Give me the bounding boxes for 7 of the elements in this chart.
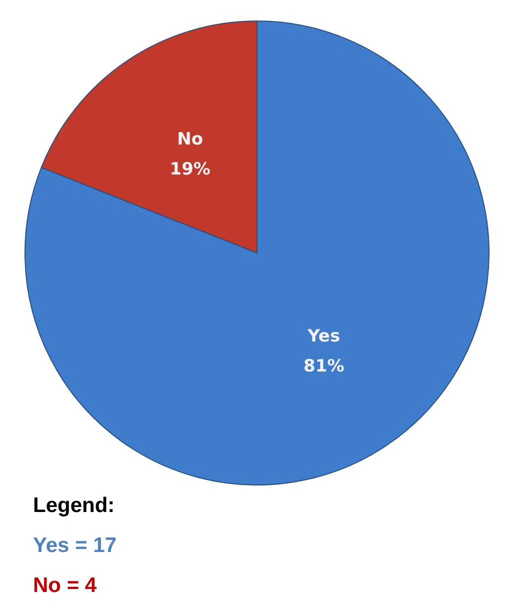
text: Yes = 17 — [33, 534, 116, 557]
text: No = 4 — [33, 574, 97, 597]
data-label: 81% — [304, 356, 344, 376]
slice-label: Yes — [306, 326, 340, 346]
slice-label: No — [177, 130, 204, 150]
data-label: 19% — [170, 160, 210, 180]
legend-title: Legend: — [33, 494, 115, 517]
